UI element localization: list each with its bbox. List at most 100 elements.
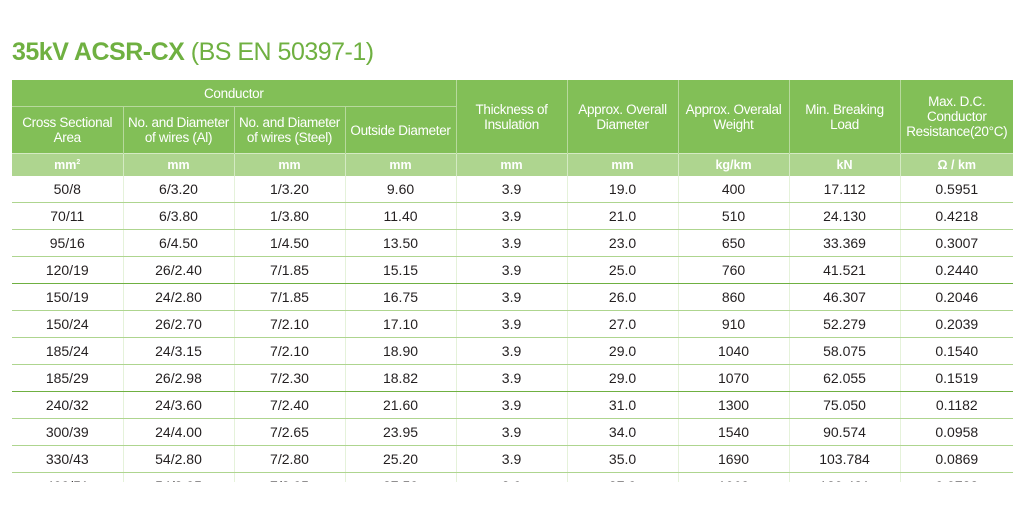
unit-area-base: mm <box>54 158 77 172</box>
cell-overall-diameter: 35.0 <box>566 445 679 473</box>
cell-weight: 400 <box>677 176 790 203</box>
cell-overall-diameter: 27.0 <box>566 310 679 338</box>
cell-wires-al: 26/2.98 <box>122 364 234 392</box>
cell-resistance: 0.4218 <box>899 202 1013 230</box>
cell-area: 300/39 <box>12 418 123 446</box>
cell-area: 330/43 <box>12 445 123 473</box>
cell-wires-al: 54/2.80 <box>122 445 234 473</box>
cell-outside-diameter: 15.15 <box>344 256 457 284</box>
header-outside-diameter: Outside Diameter <box>344 106 457 154</box>
cell-weight: 860 <box>677 283 790 311</box>
spec-table: Conductor Thickness of Insulation Approx… <box>12 80 1013 482</box>
cell-resistance: 0.5951 <box>899 176 1013 203</box>
cell-wires-al: 24/4.00 <box>122 418 234 446</box>
cell-outside-diameter: 17.10 <box>344 310 457 338</box>
cell-area: 185/29 <box>12 364 123 392</box>
cell-overall-diameter: 23.0 <box>566 229 679 257</box>
cell-overall-diameter: 37.0 <box>566 472 679 482</box>
cell-outside-diameter: 9.60 <box>344 176 457 203</box>
unit-resistance: Ω / km <box>899 153 1013 176</box>
unit-al: mm <box>122 153 234 176</box>
cell-outside-diameter: 16.75 <box>344 283 457 311</box>
header-wires-steel: No. and Diameter of wires (Steel) <box>233 106 345 154</box>
cell-insulation: 3.9 <box>455 337 568 365</box>
header-row-1: Conductor Thickness of Insulation Approx… <box>12 80 1013 154</box>
header-overall-diameter: Approx. Overall Diameter <box>566 80 679 154</box>
cell-breaking-load: 24.130 <box>788 202 901 230</box>
cell-breaking-load: 17.112 <box>788 176 901 203</box>
cell-outside-diameter: 11.40 <box>344 202 457 230</box>
table-row: 300/39 24/4.00 7/2.65 23.95 3.9 34.0 1540 90.57… <box>12 418 1013 446</box>
cell-overall-diameter: 34.0 <box>566 418 679 446</box>
cell-wires-steel: 7/2.10 <box>233 310 345 338</box>
table-row: 150/24 26/2.70 7/2.10 17.10 3.9 27.0 910 52.279… <box>12 310 1013 338</box>
table-row: 240/32 24/3.60 7/2.40 21.60 3.9 31.0 1300 75.05… <box>12 391 1013 419</box>
cell-resistance: 0.0733 <box>899 472 1013 482</box>
cell-overall-diameter: 25.0 <box>566 256 679 284</box>
cell-outside-diameter: 23.95 <box>344 418 457 446</box>
cell-insulation: 3.9 <box>455 283 568 311</box>
cell-weight: 1300 <box>677 391 790 419</box>
cell-resistance: 0.2039 <box>899 310 1013 338</box>
cell-insulation: 3.9 <box>455 256 568 284</box>
cell-weight: 650 <box>677 229 790 257</box>
header-row-2: Cross Sectional Area No. and Diameter of… <box>12 106 1013 154</box>
cell-weight: 510 <box>677 202 790 230</box>
cell-insulation: 3.9 <box>455 472 568 482</box>
cell-area: 120/19 <box>12 256 123 284</box>
unit-load: kN <box>788 153 901 176</box>
header-wires-al: No. and Diameter of wires (Al) <box>122 106 234 154</box>
cell-outside-diameter: 18.82 <box>344 364 457 392</box>
cell-breaking-load: 58.075 <box>788 337 901 365</box>
cell-wires-steel: 7/1.85 <box>233 256 345 284</box>
table-row: 400/5154/3.057/3.0527.503.937.01960120.4… <box>12 472 1013 482</box>
cell-area: 70/11 <box>12 202 123 230</box>
cell-area: 150/24 <box>12 310 123 338</box>
cell-overall-diameter: 31.0 <box>566 391 679 419</box>
cell-resistance: 0.0958 <box>899 418 1013 446</box>
cell-wires-al: 6/3.80 <box>122 202 234 230</box>
unit-overall-diameter: mm <box>566 153 679 176</box>
cell-resistance: 0.0869 <box>899 445 1013 473</box>
cell-insulation: 3.9 <box>455 176 568 203</box>
cell-wires-al: 6/3.20 <box>122 176 234 203</box>
cell-wires-al: 24/3.60 <box>122 391 234 419</box>
cell-area: 150/19 <box>12 283 123 311</box>
cell-resistance: 0.2440 <box>899 256 1013 284</box>
table-body: 50/8 6/3.20 1/3.20 9.60 3.9 19.0 400 17.112 0.59… <box>12 176 1013 482</box>
cell-breaking-load: 120.481 <box>788 472 901 482</box>
cell-resistance: 0.3007 <box>899 229 1013 257</box>
header-overall-weight: Approx. Overalal Weight <box>677 80 790 154</box>
cell-resistance: 0.2046 <box>899 283 1013 311</box>
header-breaking-load: Min. Breaking Load <box>788 80 901 154</box>
cell-weight: 1070 <box>677 364 790 392</box>
cell-wires-steel: 7/2.10 <box>233 337 345 365</box>
cell-insulation: 3.9 <box>455 229 568 257</box>
cell-wires-steel: 7/1.85 <box>233 283 345 311</box>
cell-insulation: 3.9 <box>455 445 568 473</box>
table-row: 120/19 26/2.40 7/1.85 15.15 3.9 25.0 760 41.521… <box>12 256 1013 284</box>
cell-breaking-load: 103.784 <box>788 445 901 473</box>
table-row: 50/8 6/3.20 1/3.20 9.60 3.9 19.0 400 17.112 0.59… <box>12 176 1013 203</box>
cell-area: 50/8 <box>12 176 123 203</box>
cell-breaking-load: 46.307 <box>788 283 901 311</box>
cell-breaking-load: 62.055 <box>788 364 901 392</box>
table-row: 150/19 24/2.80 7/1.85 16.75 3.9 26.0 860 46.307… <box>12 283 1013 311</box>
cell-insulation: 3.9 <box>455 364 568 392</box>
table-row: 95/16 6/4.50 1/4.50 13.50 3.9 23.0 650 33.369 0.… <box>12 229 1013 257</box>
cell-resistance: 0.1540 <box>899 337 1013 365</box>
cell-breaking-load: 33.369 <box>788 229 901 257</box>
cell-wires-al: 54/3.05 <box>122 472 234 482</box>
cell-weight: 1540 <box>677 418 790 446</box>
cell-outside-diameter: 27.50 <box>344 472 457 482</box>
cell-area: 240/32 <box>12 391 123 419</box>
title-product: 35kV ACSR-CX <box>12 38 185 66</box>
table-header: Conductor Thickness of Insulation Approx… <box>12 80 1013 176</box>
cell-overall-diameter: 21.0 <box>566 202 679 230</box>
cell-weight: 1690 <box>677 445 790 473</box>
cell-overall-diameter: 26.0 <box>566 283 679 311</box>
cell-overall-diameter: 29.0 <box>566 337 679 365</box>
title-standard: (BS EN 50397-1) <box>184 38 374 66</box>
cell-outside-diameter: 25.20 <box>344 445 457 473</box>
header-dc-resistance: Max. D.C. Conductor Resistance(20°C) <box>899 80 1013 154</box>
